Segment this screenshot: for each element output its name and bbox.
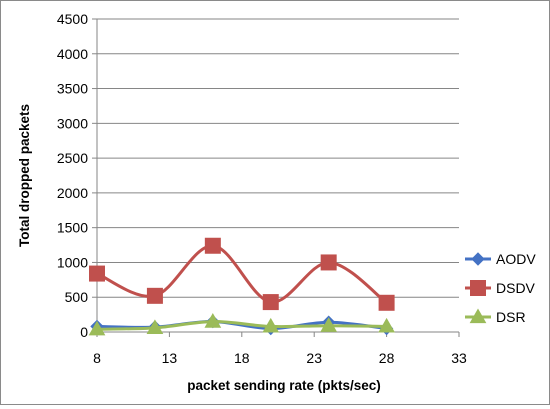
x-axis-title: packet sending rate (pkts/sec)	[187, 378, 381, 393]
y-tick-label: 3500	[57, 81, 88, 97]
x-tick-label: 13	[162, 350, 178, 366]
x-tick-label: 23	[306, 350, 322, 366]
y-tick-label: 4000	[57, 46, 88, 62]
series-dsr	[88, 313, 395, 336]
legend-label: AODV	[496, 251, 536, 267]
data-point-dsdv	[146, 287, 163, 304]
legend-marker-dsdv	[470, 280, 486, 296]
y-tick-label: 0	[80, 324, 88, 340]
data-point-dsr	[262, 317, 280, 333]
legend-marker-dsr	[469, 308, 487, 324]
data-point-dsdv	[262, 294, 279, 311]
data-point-dsdv	[378, 294, 395, 311]
legend-marker-aodv	[471, 252, 485, 266]
data-point-dsr	[204, 313, 222, 328]
series-group	[88, 237, 395, 336]
legend-item-dsdv: DSDV	[465, 280, 536, 296]
legend: AODV DSDV DSR	[465, 251, 536, 325]
y-tick-label: 1500	[57, 220, 88, 236]
series-line-dsr	[96, 320, 387, 331]
data-point-dsdv	[89, 265, 105, 282]
gridlines	[97, 18, 459, 298]
data-point-dsr	[320, 317, 338, 332]
data-point-dsr	[378, 317, 395, 333]
y-tick-label: 4500	[57, 11, 88, 27]
data-point-dsdv	[204, 237, 221, 254]
x-tick-label: 8	[93, 350, 101, 366]
x-tick-label: 33	[451, 350, 467, 366]
y-tick-label: 2500	[57, 150, 88, 166]
y-axis-title: Total dropped packets	[17, 104, 32, 247]
tick-labels: 0 500 1000 1500 2000 2500 3000 3500 4000 4500 8 13 1…	[57, 11, 467, 366]
data-point-dsdv	[320, 254, 337, 271]
y-tick-label: 2000	[57, 185, 88, 201]
data-point-dsr	[88, 320, 106, 336]
x-tick-label: 28	[379, 350, 395, 366]
legend-item-dsr: DSR	[465, 308, 526, 325]
legend-label: DSDV	[496, 280, 536, 296]
legend-label: DSR	[496, 309, 526, 325]
y-tick-label: 500	[65, 289, 89, 305]
series-dsdv	[89, 237, 395, 311]
y-tick-label: 1000	[57, 254, 88, 270]
x-tick-label: 18	[234, 350, 250, 366]
plot-area	[97, 19, 459, 332]
y-tick-label: 3000	[57, 115, 88, 131]
legend-item-aodv: AODV	[465, 251, 536, 267]
data-point-dsr	[146, 319, 164, 334]
